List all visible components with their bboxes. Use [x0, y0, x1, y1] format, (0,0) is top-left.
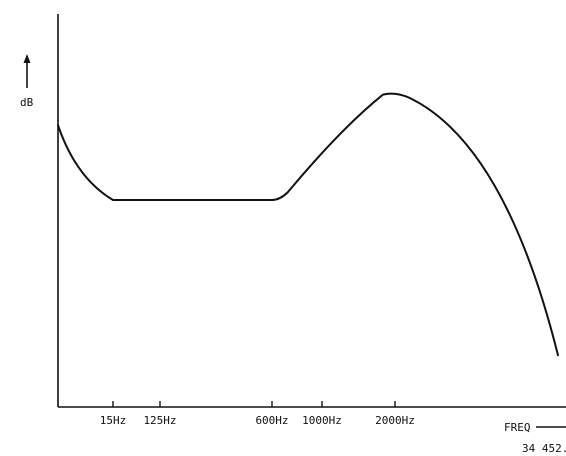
- figure-reference: 34 452.: [522, 442, 566, 455]
- x-tick-label: 2000Hz: [375, 414, 415, 427]
- x-axis-ticks: 15Hz 125Hz 600Hz 1000Hz 2000Hz: [100, 401, 415, 427]
- x-tick-label: 600Hz: [255, 414, 288, 427]
- x-tick-label: 15Hz: [100, 414, 127, 427]
- y-axis-arrowhead: [23, 54, 31, 63]
- x-tick-label: 125Hz: [143, 414, 176, 427]
- y-axis-label: dB: [20, 96, 34, 109]
- x-tick-label: 1000Hz: [302, 414, 342, 427]
- x-axis-label: FREQ: [504, 421, 531, 434]
- response-curve: [57, 92, 559, 357]
